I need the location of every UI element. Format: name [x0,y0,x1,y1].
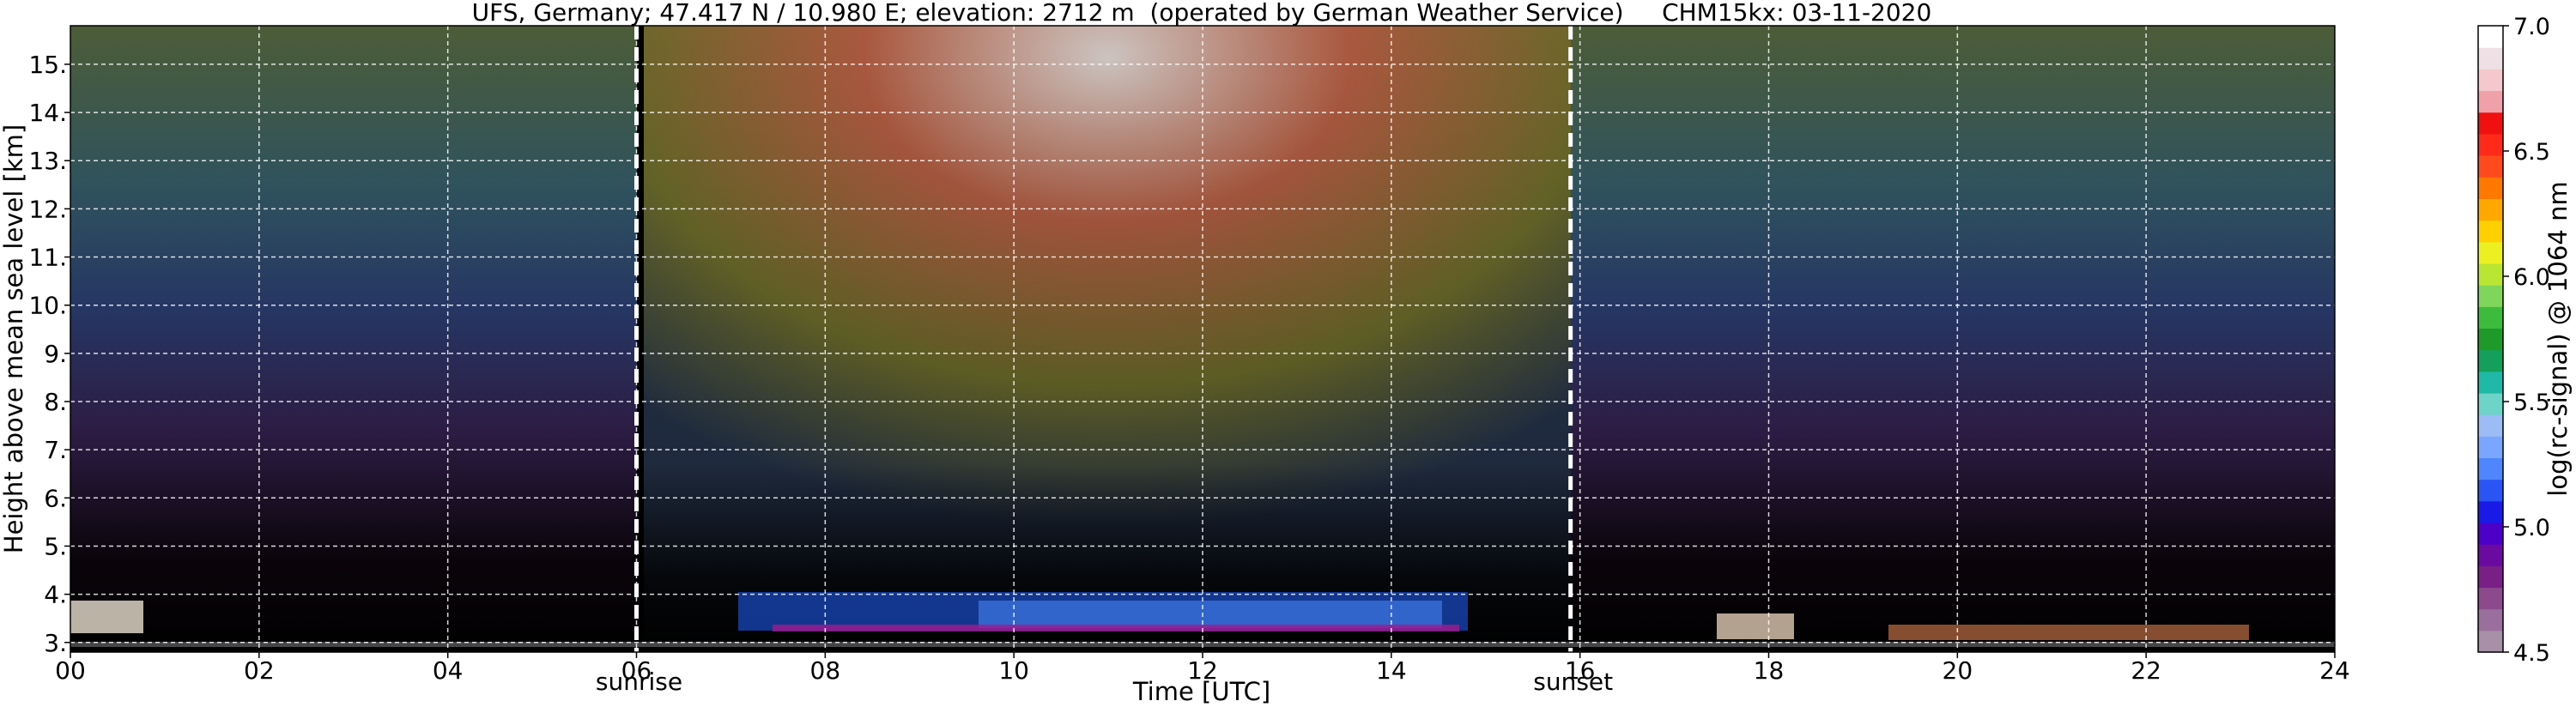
x-axis-ticks: 00 02 04 06 08 10 12 14 16 18 20 22 24 sunrise sunset [55,652,2350,696]
x-axis-label: Time [UTC] [1132,677,1270,706]
y-tick-label: 7. [44,436,67,464]
colorbar-frame [2477,25,2504,653]
colorbar-tick-label: 4.5 [2513,640,2550,667]
boundary-layer-core [979,601,1442,628]
daylight-fade [644,26,1571,652]
chart-title: UFS, Germany; 47.417 N / 10.980 E; eleva… [472,0,1932,27]
colorbar-segment [2478,306,2503,329]
colorbar-segment [2478,436,2503,459]
y-tick-label: 5. [44,532,67,560]
colorbar-tick-label: 7.0 [2513,14,2550,40]
plot-area [70,25,2336,653]
colorbar-segment [2478,500,2503,523]
colorbar-segment [2478,392,2503,415]
colorbar-tick-label: 5.0 [2513,515,2550,541]
colorbar-label: log(rc-signal) @ 1064 nm [2543,181,2573,496]
boundary-layer-base [773,625,1459,631]
y-tick-label: 14. [28,99,67,127]
colorbar-segment [2478,198,2503,221]
y-tick-label: 9. [44,340,67,368]
colorbar-segment [2478,90,2503,113]
y-tick-label: 10. [28,292,67,320]
colorbar-tick-label: 6.0 [2513,264,2550,291]
x-tick-label: 16 [1565,656,1596,685]
colorbar-segment [2478,328,2503,351]
x-tick-label: 22 [2131,656,2161,685]
x-tick-label: 00 [55,656,86,685]
colorbar-segment [2478,177,2503,199]
colorbar-segment [2478,544,2503,566]
y-tick-label: 8. [44,388,67,416]
colorbar-tick-label: 6.5 [2513,139,2550,166]
colorbar-segment [2478,414,2503,437]
y-tick-label: 12. [28,195,67,223]
y-tick-label: 6. [44,484,67,512]
night-signal-left [70,26,637,652]
colorbar-segment [2478,608,2503,631]
colorbar-segment [2478,349,2503,372]
colorbar-segment [2478,112,2503,135]
night-cloud-right-2 [1888,625,2249,640]
y-tick-label: 11. [28,244,67,272]
colorbar-segment [2478,47,2503,69]
colorbar-segment [2478,285,2503,307]
x-tick-label: 10 [998,656,1029,685]
x-tick-label: 12 [1187,656,1218,685]
colorbar-tick-label: 5.5 [2513,390,2550,416]
y-axis-label: Height above mean sea level [km] [0,124,28,553]
x-tick-label: 18 [1754,656,1785,685]
colorbar-segment [2478,26,2503,48]
x-tick-label: 04 [433,656,464,685]
colorbar-segment [2478,241,2503,264]
x-tick-label: 06 [621,656,652,685]
night-signal-right [1571,26,2335,652]
colorbar-segment [2478,522,2503,545]
colorbar-segment [2478,133,2503,156]
x-tick-label: 20 [1943,656,1973,685]
colorbar-segment [2478,69,2503,92]
y-tick-label: 13. [28,147,67,175]
night-cloud-right [1717,613,1794,639]
colorbar: 4.5 5.0 5.5 6.0 6.5 7.0 [2477,14,2550,667]
x-tick-label: 02 [244,656,275,685]
x-tick-label: 24 [2319,656,2350,685]
colorbar-segment [2478,155,2503,178]
colorbar-segment [2478,565,2503,589]
colorbar-segment [2478,371,2503,394]
colorbar-segment [2478,587,2503,610]
colorbar-segment [2478,263,2503,286]
colorbar-segment [2478,457,2503,480]
colorbar-segment [2478,220,2503,243]
sunrise-label: sunrise [596,668,682,696]
y-tick-label: 3. [44,629,67,657]
sun-markers [634,26,1573,652]
night-cloud-left [70,601,143,633]
sunset-label: sunset [1533,668,1613,696]
y-axis-ticks: 3. 4. 5. 6. 7. 8. 9. 10. 11. 12. 13. 14. 15. [28,51,70,657]
colorbar-segment [2478,479,2503,502]
colorbar-segment [2478,630,2503,653]
y-tick-label: 4. [44,581,67,609]
y-tick-label: 15. [28,51,67,79]
x-tick-label: 14 [1376,656,1407,685]
x-tick-label: 08 [810,656,841,685]
